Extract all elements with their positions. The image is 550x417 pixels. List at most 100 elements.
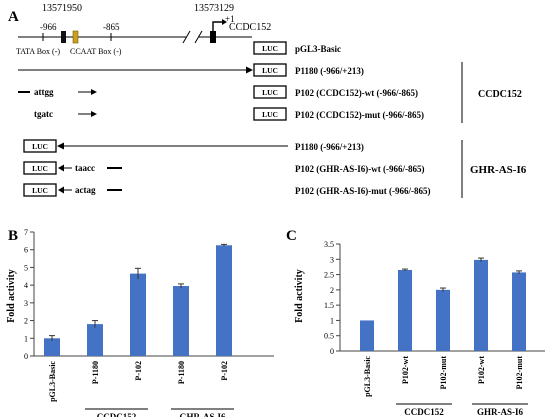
luc-label: LUC (262, 44, 278, 53)
arrow-left-icon (58, 164, 64, 172)
bar (474, 259, 488, 351)
group-label-ghr: GHR-AS-I6 (470, 164, 527, 176)
panel-b-chart: B Fold activity 0 1 2 3 4 5 6 7 pGL3-Basic P-1180 P-… (6, 228, 274, 417)
y-axis-label: Fold activity (6, 269, 17, 323)
construct-p102-ccdc152-wt: attgg LUC P102 (CCDC152)-wt (-966/-865) (18, 85, 418, 99)
construct-name: P102 (GHR-AS-I6)-wt (-966/-865) (295, 164, 424, 174)
construct-name: P1180 (-966/+213) (295, 66, 364, 76)
y-tick-label: 1 (330, 316, 334, 325)
motif-sequence: attgg (34, 87, 54, 97)
motif-sequence: tgatc (34, 109, 53, 119)
group-label-ccdc152: CCDC152 (478, 89, 522, 100)
construct-name: P102 (CCDC152)-wt (-966/-865) (295, 88, 418, 98)
x-tick-label: P102-wt (477, 356, 486, 384)
group-label: GHR-AS-I6 (179, 412, 226, 417)
y-tick-label: 2 (24, 317, 28, 326)
bar (512, 272, 526, 351)
y-axis-label: Fold activity (294, 269, 305, 323)
exon-marker (210, 31, 216, 43)
x-tick-label: pGL3-Basic (363, 356, 372, 397)
ccaat-box-marker (72, 30, 79, 44)
construct-p102-ghr-wt: LUC taacc P102 (GHR-AS-I6)-wt (-966/-865… (23, 161, 424, 175)
luc-label: LUC (262, 110, 278, 119)
arrow-right-icon (91, 111, 97, 117)
y-tick-label: 0.5 (324, 332, 334, 341)
arrow-left-icon (58, 186, 64, 194)
arrow-right-icon (246, 66, 253, 74)
panel-a: A 13571950 13573129 -966 -865 +1 CCDC152… (8, 3, 527, 198)
bar (360, 320, 374, 351)
panel-a-label: A (8, 9, 19, 25)
tata-box-label: TATA Box (-) (16, 47, 60, 56)
x-tick-label: P102-wt (401, 356, 410, 384)
bar (398, 269, 412, 351)
luc-label: LUC (262, 88, 278, 97)
luc-box (253, 107, 287, 121)
group-label: GHR-AS-I6 (477, 407, 524, 417)
x-tick-label: P102-mut (439, 356, 448, 390)
bar (436, 289, 450, 351)
arrow-left-icon (57, 142, 64, 150)
bar (87, 324, 103, 356)
ccaat-box-label: CCAAT Box (-) (70, 47, 122, 56)
bar (130, 273, 146, 356)
panel-label: B (8, 228, 18, 244)
y-tick-label: 2 (330, 286, 334, 295)
position-865-label: -865 (103, 22, 120, 32)
y-tick-label: 5 (24, 263, 28, 272)
group-label: CCDC152 (404, 407, 444, 417)
x-tick-label: P-1180 (91, 361, 100, 384)
x-tick-label: P102-mut (515, 356, 524, 390)
y-tick-label: 6 (24, 246, 28, 255)
construct-name: pGL3-Basic (295, 44, 341, 54)
luc-box (23, 183, 57, 197)
construct-name: P1180 (-966/+213) (295, 142, 364, 152)
arrow-right-icon (91, 89, 97, 95)
coordinate-left: 13571950 (42, 3, 82, 14)
coordinate-right: 13573129 (194, 3, 234, 14)
panel-c-chart: C Fold activity 0 0.5 1 1.5 2 2.5 3 3.5 pGL3-Basic… (286, 228, 545, 417)
construct-p1180-ccdc152: LUC P1180 (-966/+213) (18, 63, 364, 77)
luc-box (253, 63, 287, 77)
luc-label: LUC (32, 142, 48, 151)
tss-arrow-head (222, 19, 227, 25)
luc-label: LUC (262, 66, 278, 75)
luc-box (253, 41, 287, 55)
break-mark-2 (194, 30, 203, 44)
tata-box-marker (61, 31, 66, 43)
construct-p1180-ghr: LUC P1180 (-966/+213) (23, 139, 364, 153)
luc-label: LUC (32, 164, 48, 173)
break-mark-1 (182, 30, 191, 44)
y-tick-label: 4 (24, 281, 28, 290)
panel-label: C (286, 228, 297, 244)
y-tick-label: 1.5 (324, 301, 334, 310)
position-966-label: -966 (40, 22, 57, 32)
y-tick-label: 3 (330, 255, 334, 264)
bar (44, 338, 60, 356)
construct-p102-ghr-mut: LUC actag P102 (GHR-AS-I6)-mut (-966/-86… (23, 183, 430, 197)
x-tick-label: P-102 (220, 361, 229, 381)
x-tick-label: P-1180 (177, 361, 186, 384)
construct-pgl3-basic: LUC pGL3-Basic (253, 41, 341, 55)
x-tick-label: pGL3-Basic (48, 361, 57, 402)
construct-name: P102 (CCDC152)-mut (-966/-865) (295, 110, 424, 120)
y-tick-label: 2.5 (324, 271, 334, 280)
motif-sequence: taacc (75, 163, 95, 173)
y-tick-label: 3.5 (324, 240, 334, 249)
y-tick-label: 0 (330, 347, 334, 356)
y-tick-label: 7 (24, 228, 28, 237)
bar (216, 245, 232, 356)
bar (173, 286, 189, 356)
gene-label: CCDC152 (229, 22, 271, 33)
group-label: CCDC152 (97, 412, 137, 417)
y-tick-label: 0 (24, 352, 28, 361)
luc-box (253, 85, 287, 99)
y-tick-label: 1 (24, 334, 28, 343)
luc-label: LUC (32, 186, 48, 195)
construct-p102-ccdc152-mut: tgatc LUC P102 (CCDC152)-mut (-966/-865) (34, 107, 424, 121)
plus-one-label: +1 (225, 14, 235, 24)
y-tick-label: 3 (24, 299, 28, 308)
luc-box (23, 139, 57, 153)
luc-box (23, 161, 57, 175)
